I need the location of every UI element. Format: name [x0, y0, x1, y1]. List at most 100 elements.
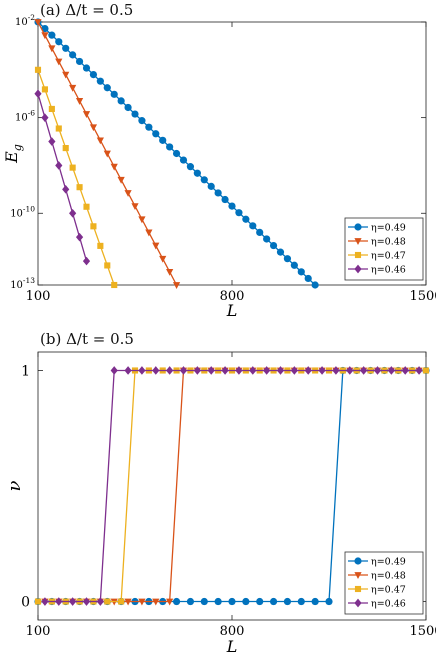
data-point-a	[62, 185, 70, 194]
data-point-a	[131, 110, 139, 118]
y-axis-label-b: ν	[4, 480, 25, 491]
data-point-b	[249, 366, 257, 375]
data-point-b	[242, 597, 250, 606]
x-axis-label-a: L	[226, 301, 238, 320]
legend-a-marker	[354, 223, 362, 231]
data-point-a	[207, 182, 215, 190]
data-point-a	[89, 71, 98, 79]
data-point-b	[124, 598, 132, 606]
series-b-3	[41, 366, 423, 606]
data-point-a	[110, 163, 118, 171]
data-point-a	[103, 150, 111, 158]
data-point-b	[401, 366, 409, 375]
data-point-a	[138, 216, 146, 224]
y-tick-label-b: 1	[21, 363, 30, 379]
data-point-a	[131, 203, 139, 211]
x-axis-label-b: L	[226, 637, 238, 656]
data-point-a	[263, 235, 271, 243]
data-point-b	[221, 366, 229, 375]
series-line-b	[44, 369, 420, 603]
data-point-b	[415, 366, 423, 375]
legend-b-label: η=0.47	[371, 585, 406, 596]
legend-b-label: η=0.48	[371, 571, 406, 582]
data-point-a	[166, 143, 174, 151]
panel-a-title: (a) Δ/t = 0.5	[40, 1, 134, 19]
y-tick-label-b: 0	[21, 595, 30, 611]
data-point-a	[104, 262, 111, 269]
data-point-b	[325, 597, 333, 606]
data-point-a	[55, 125, 62, 132]
data-point-a	[221, 195, 229, 204]
data-point-a	[159, 255, 167, 263]
data-point-b	[193, 366, 201, 375]
data-point-a	[103, 84, 111, 92]
data-point-a	[34, 89, 42, 99]
data-point-a	[276, 248, 285, 256]
data-point-a	[82, 111, 91, 119]
legend-b-marker	[354, 572, 362, 579]
data-point-a	[48, 105, 55, 113]
data-point-a	[152, 242, 160, 250]
data-point-a	[34, 19, 42, 26]
data-point-b	[332, 366, 340, 375]
data-point-a	[145, 123, 153, 131]
data-point-b	[41, 597, 49, 606]
data-point-a	[62, 71, 70, 79]
data-point-a	[269, 241, 278, 250]
data-point-a	[90, 223, 97, 230]
data-point-a	[55, 161, 63, 170]
x-tick-label-a: 100	[26, 289, 51, 304]
legend-b-marker	[354, 585, 362, 593]
data-point-a	[117, 97, 125, 105]
data-point-b	[138, 366, 146, 375]
legend-a-marker	[354, 251, 362, 259]
data-point-b	[387, 366, 395, 375]
data-point-a	[179, 156, 188, 164]
data-point-b	[152, 598, 160, 606]
legend-a-label: η=0.46	[371, 265, 406, 276]
data-point-b	[186, 597, 195, 606]
plot-b: 0 1 100 800 1500 Lν η=0.49 η=0.48 η=0.47 η=0.46	[4, 351, 436, 656]
data-point-a	[138, 117, 146, 125]
data-point-a	[48, 45, 56, 53]
data-point-a	[256, 228, 264, 236]
data-point-a	[117, 176, 125, 184]
legend-a-marker	[354, 238, 362, 245]
plot-a: 10-210-610-1010-131008001500LEgη=0.49η=0…	[2, 13, 436, 320]
x-tick-label-b: 800	[220, 624, 245, 639]
data-point-b	[200, 597, 208, 606]
data-point-b	[118, 598, 125, 605]
data-point-b	[166, 366, 174, 375]
data-point-b	[346, 366, 354, 375]
legend-a-label: η=0.48	[371, 237, 406, 248]
data-point-a	[76, 184, 83, 191]
y-tick-label-a: 10-13	[10, 276, 35, 291]
data-point-a	[97, 242, 104, 249]
data-point-b	[152, 366, 160, 375]
data-point-a	[41, 32, 49, 40]
data-point-b	[269, 597, 278, 606]
legend-a-marker	[354, 264, 362, 274]
data-point-b	[290, 366, 298, 375]
data-point-b	[124, 366, 132, 375]
series-line-a	[37, 69, 115, 286]
data-point-a	[249, 222, 257, 230]
data-point-a	[34, 66, 42, 73]
data-point-a	[41, 86, 48, 93]
data-point-a	[193, 169, 201, 177]
data-point-a	[55, 38, 63, 46]
data-point-a	[89, 124, 98, 132]
data-point-b	[373, 366, 382, 375]
data-point-a	[69, 208, 77, 218]
data-point-a	[235, 209, 243, 217]
x-tick-label-b: 1500	[409, 624, 436, 639]
data-point-a	[200, 176, 208, 184]
data-point-a	[62, 44, 70, 52]
data-point-a	[69, 84, 77, 92]
data-point-a	[124, 103, 132, 112]
data-point-a	[214, 189, 222, 197]
data-point-a	[82, 256, 91, 266]
data-point-a	[111, 281, 118, 289]
data-point-a	[110, 90, 118, 98]
series-line-a	[37, 93, 88, 262]
